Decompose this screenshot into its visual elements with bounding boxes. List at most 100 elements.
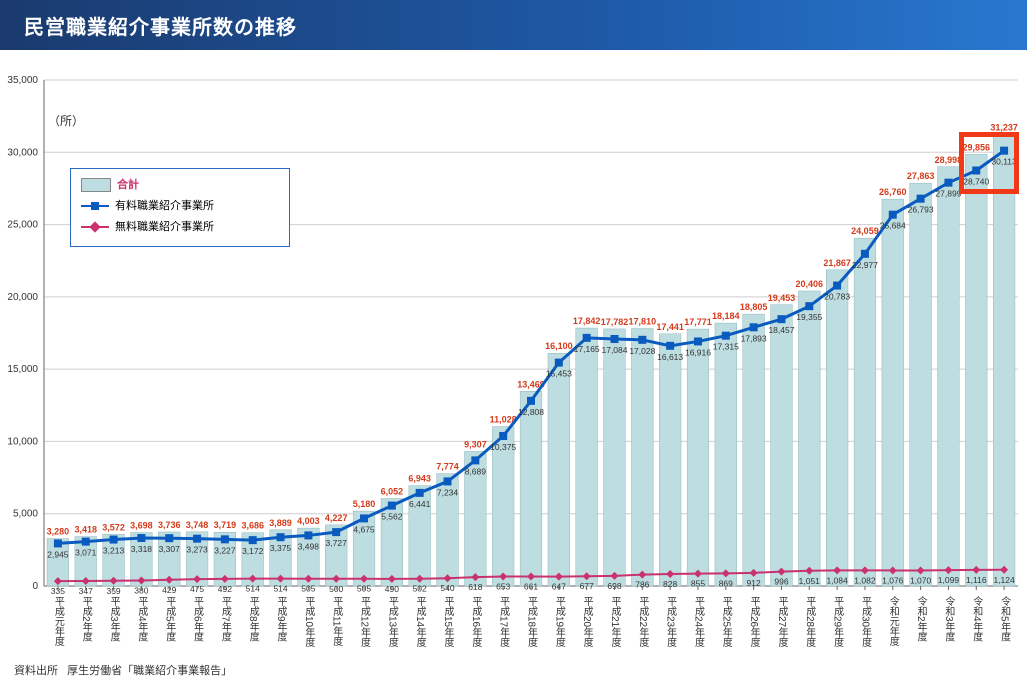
svg-text:8,689: 8,689 — [465, 466, 487, 476]
svg-text:7,234: 7,234 — [437, 487, 459, 497]
legend-free: 無料職業紹介事業所 — [81, 217, 279, 238]
svg-text:平成16年度: 平成16年度 — [470, 596, 482, 648]
svg-text:1,124: 1,124 — [993, 575, 1015, 585]
legend-line-icon — [81, 205, 109, 207]
svg-text:15,453: 15,453 — [546, 369, 572, 379]
svg-text:27,899: 27,899 — [935, 189, 961, 199]
svg-text:3,889: 3,889 — [269, 518, 292, 528]
svg-text:平成10年度: 平成10年度 — [303, 596, 315, 648]
svg-text:1,076: 1,076 — [882, 575, 904, 585]
svg-text:3,280: 3,280 — [47, 527, 70, 537]
svg-text:1,099: 1,099 — [938, 575, 960, 585]
svg-text:平成2年度: 平成2年度 — [80, 596, 92, 642]
chart-area: （所） 05,00010,00015,00020,00025,00030,000… — [0, 50, 1027, 681]
svg-text:26,760: 26,760 — [879, 187, 907, 197]
svg-text:平成7年度: 平成7年度 — [219, 596, 231, 642]
svg-text:令和4年度: 令和4年度 — [971, 595, 983, 643]
svg-text:17,165: 17,165 — [574, 344, 600, 354]
svg-text:平成4年度: 平成4年度 — [136, 596, 148, 642]
svg-text:16,100: 16,100 — [545, 341, 573, 351]
highlight-rectangle — [959, 132, 1019, 194]
svg-text:30,000: 30,000 — [7, 147, 38, 158]
svg-text:28,998: 28,998 — [935, 155, 963, 165]
svg-text:5,562: 5,562 — [381, 512, 403, 522]
svg-text:1,116: 1,116 — [966, 575, 987, 585]
svg-text:2,945: 2,945 — [47, 549, 69, 559]
svg-text:17,441: 17,441 — [656, 322, 684, 332]
svg-text:平成18年度: 平成18年度 — [526, 596, 538, 648]
svg-text:17,771: 17,771 — [684, 317, 712, 327]
svg-text:19,355: 19,355 — [796, 312, 822, 322]
svg-text:31,237: 31,237 — [990, 122, 1018, 132]
svg-text:平成20年度: 平成20年度 — [581, 596, 593, 648]
svg-text:3,736: 3,736 — [158, 520, 181, 530]
svg-text:令和5年度: 令和5年度 — [999, 595, 1011, 643]
svg-text:平成19年度: 平成19年度 — [553, 596, 565, 648]
svg-text:5,000: 5,000 — [13, 509, 38, 520]
source-note: 資料出所 厚生労働省「職業紹介事業報告」 — [14, 662, 232, 678]
svg-text:平成14年度: 平成14年度 — [414, 596, 426, 648]
svg-text:26,793: 26,793 — [908, 205, 934, 215]
svg-text:24,059: 24,059 — [851, 226, 879, 236]
svg-text:平成26年度: 平成26年度 — [748, 596, 760, 648]
svg-text:令和3年度: 令和3年度 — [943, 595, 955, 643]
chart-svg: 05,00010,00015,00020,00025,00030,00035,0… — [0, 50, 1027, 681]
svg-text:3,686: 3,686 — [241, 521, 264, 531]
legend-label: 合計 — [117, 175, 139, 196]
svg-text:7,774: 7,774 — [436, 462, 459, 472]
svg-text:17,084: 17,084 — [601, 345, 627, 355]
svg-text:平成8年度: 平成8年度 — [247, 596, 259, 642]
legend-swatch-icon — [81, 178, 111, 192]
svg-text:3,572: 3,572 — [102, 522, 125, 532]
svg-text:10,000: 10,000 — [7, 436, 38, 447]
svg-text:25,684: 25,684 — [880, 221, 906, 231]
svg-text:3,748: 3,748 — [186, 520, 209, 530]
svg-text:平成3年度: 平成3年度 — [108, 596, 120, 642]
svg-text:3,375: 3,375 — [270, 543, 292, 553]
svg-text:17,315: 17,315 — [713, 342, 739, 352]
svg-text:平成25年度: 平成25年度 — [720, 596, 732, 648]
svg-text:20,783: 20,783 — [824, 292, 850, 302]
svg-text:6,052: 6,052 — [381, 487, 404, 497]
svg-text:20,000: 20,000 — [7, 292, 38, 303]
svg-text:3,719: 3,719 — [214, 520, 237, 530]
legend-paid: 有料職業紹介事業所 — [81, 196, 279, 217]
svg-text:1,082: 1,082 — [854, 575, 876, 585]
svg-text:21,867: 21,867 — [823, 258, 851, 268]
svg-text:3,172: 3,172 — [242, 546, 264, 556]
svg-text:18,184: 18,184 — [712, 311, 740, 321]
svg-text:平成15年度: 平成15年度 — [442, 596, 454, 648]
svg-text:平成13年度: 平成13年度 — [386, 596, 398, 648]
svg-text:19,453: 19,453 — [768, 293, 796, 303]
svg-text:平成5年度: 平成5年度 — [164, 596, 176, 642]
svg-text:3,273: 3,273 — [186, 545, 208, 555]
svg-text:25,000: 25,000 — [7, 220, 38, 231]
svg-text:令和元年度: 令和元年度 — [887, 595, 899, 647]
svg-text:35,000: 35,000 — [7, 75, 38, 86]
svg-text:平成30年度: 平成30年度 — [859, 596, 871, 648]
svg-text:平成9年度: 平成9年度 — [275, 596, 287, 642]
svg-text:1,070: 1,070 — [910, 576, 932, 586]
svg-text:1,084: 1,084 — [826, 575, 848, 585]
svg-text:17,810: 17,810 — [629, 317, 657, 327]
svg-text:17,782: 17,782 — [601, 317, 629, 327]
legend-total: 合計 — [81, 175, 279, 196]
svg-text:6,943: 6,943 — [408, 474, 431, 484]
svg-text:6,441: 6,441 — [409, 499, 431, 509]
svg-text:17,028: 17,028 — [629, 346, 655, 356]
svg-text:3,227: 3,227 — [214, 545, 236, 555]
svg-text:平成22年度: 平成22年度 — [637, 596, 649, 648]
svg-text:3,498: 3,498 — [298, 541, 320, 551]
svg-text:0: 0 — [32, 581, 38, 592]
page-header: 民営職業紹介事業所数の推移 — [0, 0, 1027, 50]
svg-text:4,003: 4,003 — [297, 516, 320, 526]
svg-text:9,307: 9,307 — [464, 439, 487, 449]
legend-label: 有料職業紹介事業所 — [115, 196, 214, 217]
svg-text:平成12年度: 平成12年度 — [359, 596, 371, 648]
svg-text:3,418: 3,418 — [74, 525, 97, 535]
svg-text:18,805: 18,805 — [740, 302, 768, 312]
svg-text:18,457: 18,457 — [768, 325, 794, 335]
svg-text:平成28年度: 平成28年度 — [804, 596, 816, 648]
svg-text:平成17年度: 平成17年度 — [498, 596, 510, 648]
svg-text:平成元年度: 平成元年度 — [52, 596, 64, 647]
